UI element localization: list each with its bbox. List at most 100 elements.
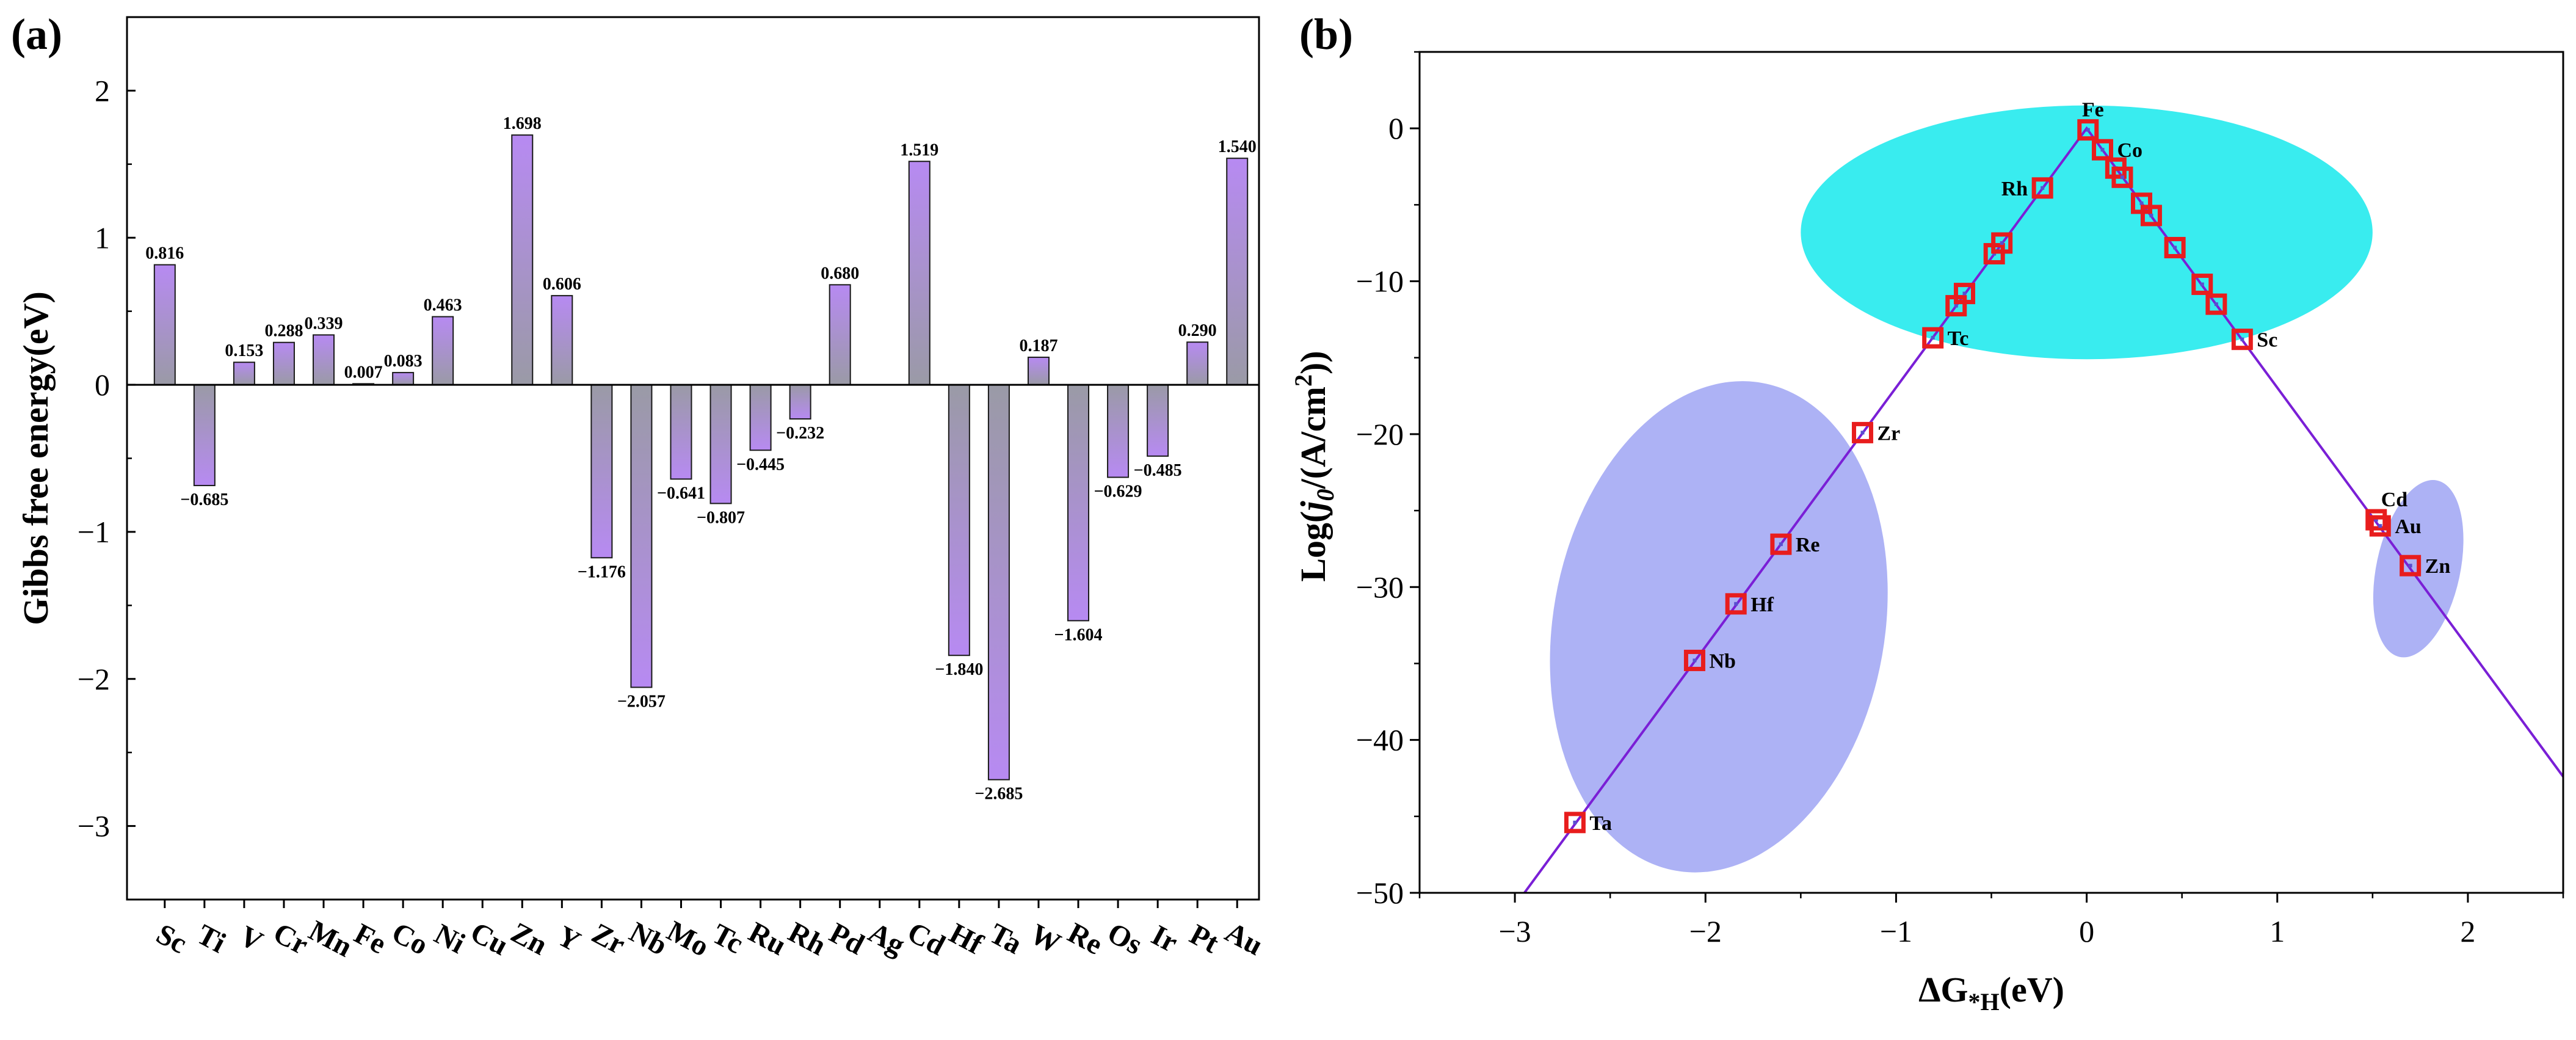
value-label-Cr: 0.288 <box>264 322 303 341</box>
point-center <box>2086 128 2090 132</box>
y-tick-label-a: 1 <box>95 220 110 255</box>
point-marker-Tc <box>1922 327 1944 349</box>
bar-Os <box>1107 384 1130 478</box>
category-Ag: Ag <box>863 916 910 961</box>
value-label-Mo: −0.641 <box>657 484 705 503</box>
category-Ni: Ni <box>429 918 470 960</box>
value-label-Ti: −0.685 <box>180 490 228 509</box>
category-Hf: Hf <box>944 917 989 961</box>
y-tick-label-a: −3 <box>78 809 110 843</box>
value-label-Zr: −1.176 <box>578 562 626 581</box>
category-Os: Os <box>1102 917 1147 961</box>
point-marker-Co <box>2091 139 2113 161</box>
point-marker-Rh <box>2031 177 2053 199</box>
value-label-Nb: −2.057 <box>617 692 666 711</box>
bar-Cd <box>908 161 931 386</box>
point-center <box>2120 175 2124 180</box>
bar-Hf <box>948 384 970 656</box>
point-label-Re: Re <box>1796 534 1820 556</box>
value-label-Ta: −2.685 <box>974 785 1023 804</box>
x-tick-label-b: −3 <box>1498 914 1531 948</box>
x-tick-label-b: −1 <box>1880 914 1912 948</box>
point-label-Zn: Zn <box>2425 555 2451 578</box>
x-title-tail: (eV) <box>2000 970 2064 1009</box>
value-label-Zn: 1.698 <box>503 114 542 133</box>
value-label-Rh: −0.232 <box>776 424 824 443</box>
point-center <box>1954 304 1958 308</box>
value-label-Hf: −1.840 <box>935 660 983 679</box>
bar-Y <box>551 295 573 386</box>
bar-Re <box>1067 384 1090 622</box>
bar-Zn <box>511 134 534 386</box>
point-label-Nb: Nb <box>1709 650 1735 672</box>
point-center <box>2240 337 2244 341</box>
y-tick-label-a: 0 <box>95 368 110 402</box>
point-center <box>1860 431 1865 435</box>
point-label-Ta: Ta <box>1589 812 1612 835</box>
point-center <box>2374 518 2378 522</box>
bar-Ni <box>432 316 454 386</box>
region-ellipses <box>1550 105 2464 873</box>
point-label-Fe: Fe <box>2082 99 2104 122</box>
value-label-Fe: 0.007 <box>344 363 383 382</box>
y-tick-label-a: −1 <box>78 515 110 549</box>
y-title-mid: /(A/cm <box>1293 387 1333 490</box>
category-Ru: Ru <box>743 916 791 962</box>
x-axis-title-b: ΔG*H(eV) <box>1918 970 2064 1016</box>
y-title-sub: 0 <box>1312 489 1339 501</box>
point-center <box>2100 148 2105 152</box>
value-label-Ir: −0.485 <box>1134 461 1182 480</box>
bar-Au <box>1226 158 1249 386</box>
category-Zn: Zn <box>506 916 553 961</box>
point-center <box>2214 302 2218 307</box>
value-label-Pd: 0.680 <box>821 264 859 283</box>
point-center <box>2200 282 2204 286</box>
point-marker-Hf <box>1725 593 1747 615</box>
category-Cd: Cd <box>902 916 951 962</box>
point-marker-19 <box>2205 293 2227 315</box>
y-tick-label-b: −40 <box>1356 723 1404 757</box>
category-Pt: Pt <box>1185 918 1224 959</box>
y-axis-title-a: Gibbs free energy(eV) <box>16 291 56 625</box>
point-center <box>2408 564 2412 568</box>
y-tick-label-b: 0 <box>1388 111 1404 145</box>
x-title-sub: *H <box>1968 988 2000 1016</box>
region-ellipse-0 <box>1801 105 2373 360</box>
point-marker-9 <box>1991 232 2013 254</box>
bar-Co <box>392 372 415 386</box>
bar-Cr <box>272 341 295 386</box>
y-title-sup: 2 <box>1290 374 1317 387</box>
point-center <box>2139 201 2144 205</box>
bar-Ir <box>1147 384 1169 457</box>
point-center <box>1734 602 1738 606</box>
point-marker-16 <box>2140 205 2162 227</box>
point-label-Rh: Rh <box>2001 178 2028 200</box>
bar-V <box>233 362 255 386</box>
point-label-Hf: Hf <box>1751 594 1774 616</box>
value-label-Pt: 0.290 <box>1178 321 1217 340</box>
panel-b-letter: (b) <box>1299 10 1353 59</box>
point-center <box>1962 291 1967 296</box>
point-marker-Au <box>2369 515 2391 537</box>
y-tick-label-b: −30 <box>1356 570 1404 604</box>
value-label-V: 0.153 <box>225 341 263 360</box>
point-label-Zr: Zr <box>1877 422 1900 445</box>
category-Au: Au <box>1220 916 1268 962</box>
value-label-Os: −0.629 <box>1094 482 1142 501</box>
bar-Ti <box>193 384 216 487</box>
point-center <box>2378 524 2382 528</box>
y-tick-label-a: 2 <box>95 73 110 107</box>
point-marker-17 <box>2164 236 2186 258</box>
category-Ti: Ti <box>192 918 231 959</box>
y-tick-label-a: −2 <box>78 662 110 696</box>
bar-Sc <box>153 264 176 386</box>
y-tick-label-b: −10 <box>1356 264 1404 299</box>
point-center <box>2041 186 2045 190</box>
category-Co: Co <box>386 916 434 961</box>
point-marker-14 <box>2111 166 2133 188</box>
y-title-pre: Log( <box>1293 511 1333 582</box>
point-center <box>1931 336 1935 340</box>
category-Cu: Cu <box>465 916 513 962</box>
